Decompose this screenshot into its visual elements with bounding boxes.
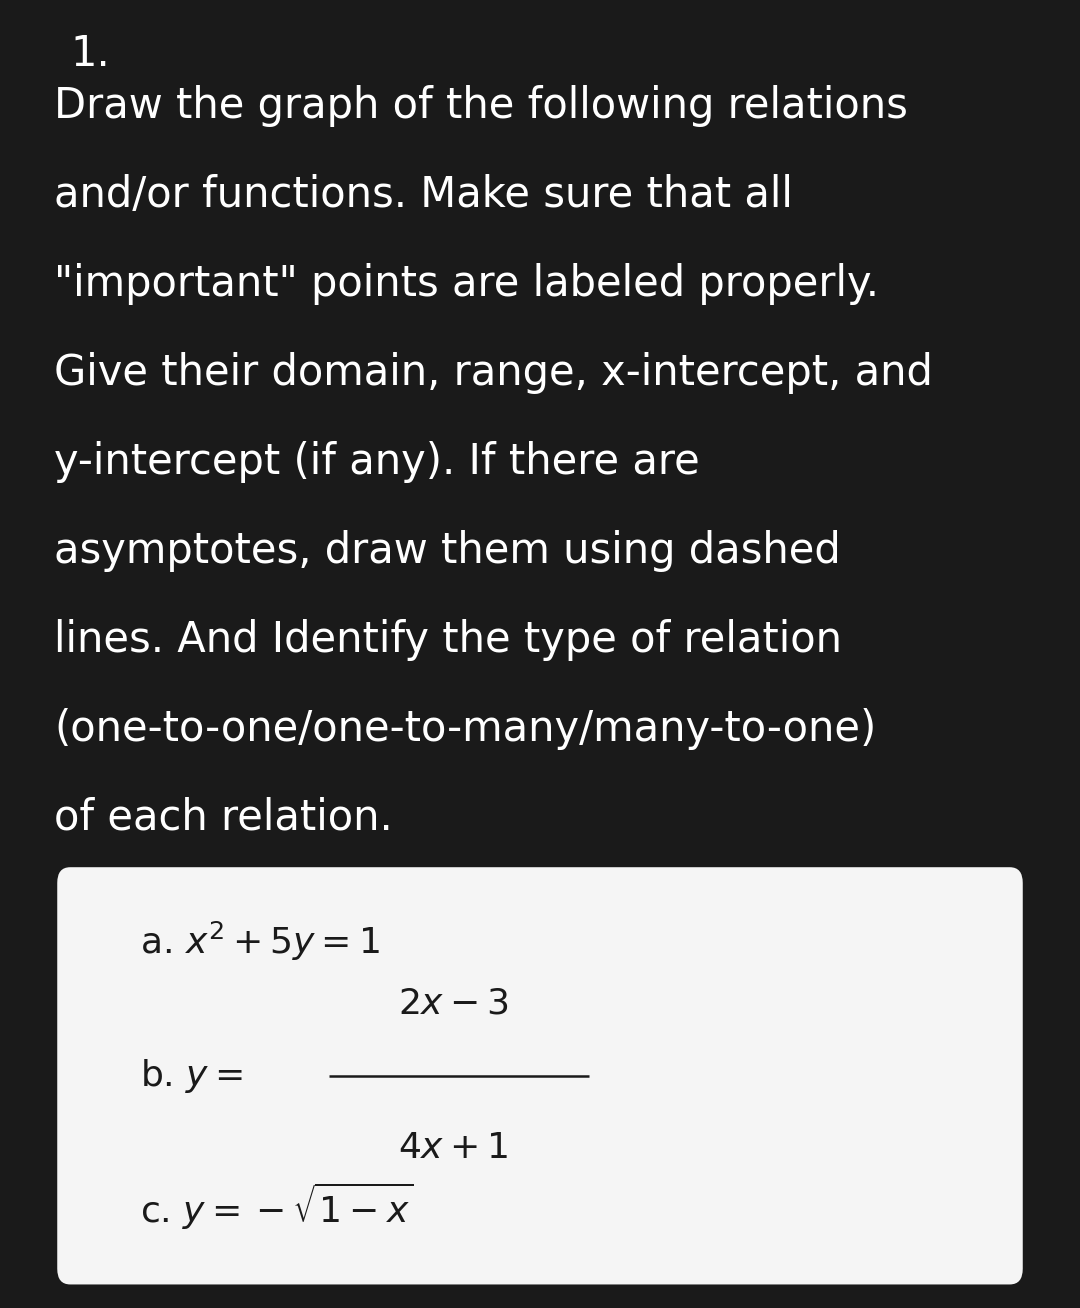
Text: of each relation.: of each relation.: [54, 797, 393, 838]
Text: $4x + 1$: $4x + 1$: [399, 1130, 509, 1164]
Text: and/or functions. Make sure that all: and/or functions. Make sure that all: [54, 174, 793, 216]
Text: "important" points are labeled properly.: "important" points are labeled properly.: [54, 263, 879, 305]
Text: a. $x^2 + 5y = 1$: a. $x^2 + 5y = 1$: [140, 920, 380, 964]
Text: c. $y = -\sqrt{1 - x}$: c. $y = -\sqrt{1 - x}$: [140, 1180, 415, 1232]
Text: lines. And Identify the type of relation: lines. And Identify the type of relation: [54, 619, 842, 661]
Text: Give their domain, range, x-intercept, and: Give their domain, range, x-intercept, a…: [54, 352, 933, 394]
Text: b. $y=$: b. $y=$: [140, 1057, 243, 1095]
Text: y-intercept (if any). If there are: y-intercept (if any). If there are: [54, 441, 700, 483]
Text: 1.: 1.: [70, 33, 110, 75]
FancyBboxPatch shape: [57, 867, 1023, 1284]
Text: $2x - 3$: $2x - 3$: [399, 988, 509, 1020]
Text: asymptotes, draw them using dashed: asymptotes, draw them using dashed: [54, 530, 840, 572]
Text: Draw the graph of the following relations: Draw the graph of the following relation…: [54, 85, 908, 127]
Text: (one-to-one/one-to-many/many-to-one): (one-to-one/one-to-many/many-to-one): [54, 708, 876, 749]
